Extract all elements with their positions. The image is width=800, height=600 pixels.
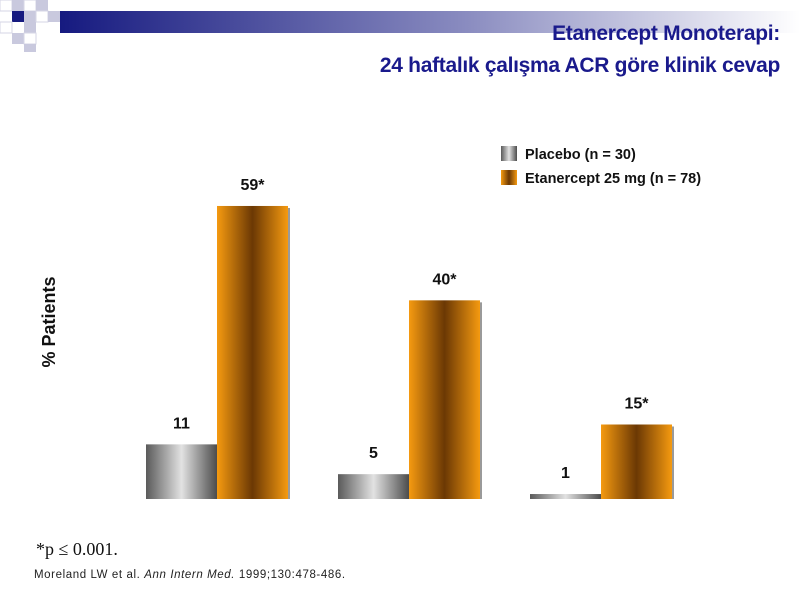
decorative-squares xyxy=(0,0,60,52)
bar-etanercept-2 xyxy=(409,300,480,499)
footnote-marker: * xyxy=(36,539,45,559)
data-label-placebo-1: 11 xyxy=(173,415,190,432)
slide-title-line2: 24 haftalık çalışma ACR göre klinik ceva… xyxy=(379,54,780,77)
bar-placebo-3 xyxy=(530,494,601,499)
header-decoration xyxy=(0,0,800,52)
data-label-etanercept-3: 15* xyxy=(624,396,649,413)
bar-shadow xyxy=(480,302,482,499)
bar-etanercept-3 xyxy=(601,424,672,499)
bar-placebo-2 xyxy=(338,474,409,499)
legend: Placebo (n = 30) Etanercept 25 mg (n = 78… xyxy=(501,146,701,187)
citation-details: 1999;130:478-486. xyxy=(235,569,346,581)
bar-shadow xyxy=(672,426,674,499)
citation-authors: Moreland LW et al. xyxy=(34,569,145,581)
bar-placebo-1 xyxy=(146,444,217,499)
bars: 11 5 1 59* 40* 15* xyxy=(146,177,674,499)
slide-title-line1: Etanercept Monoterapi: xyxy=(552,22,780,45)
citation: Moreland LW et al. Ann Intern Med. 1999;… xyxy=(34,569,346,581)
legend-swatch-etanercept xyxy=(501,170,517,185)
data-label-etanercept-2: 40* xyxy=(432,271,457,288)
header-band xyxy=(60,11,800,33)
data-label-placebo-2: 5 xyxy=(369,445,378,462)
footnote: *p ≤ 0.001. xyxy=(36,539,118,560)
slide-title: Etanercept Monoterapi: 24 haftalık çalış… xyxy=(380,18,780,82)
y-axis-label: % Patients xyxy=(39,276,59,367)
citation-journal: Ann Intern Med. xyxy=(144,569,236,581)
bar-shadow xyxy=(288,207,290,499)
footnote-text: p ≤ 0.001. xyxy=(45,539,118,559)
data-label-placebo-3: 1 xyxy=(561,465,570,482)
legend-swatch-placebo xyxy=(501,146,517,161)
legend-label-placebo: Placebo (n = 30) xyxy=(525,147,636,163)
bar-chart: % Patients 11 5 1 59* 40* 15* Placebo (n = 30… xyxy=(39,146,701,499)
legend-label-etanercept: Etanercept 25 mg (n = 78) xyxy=(525,171,701,187)
bar-etanercept-1 xyxy=(217,205,288,499)
data-label-etanercept-1: 59* xyxy=(240,177,265,194)
